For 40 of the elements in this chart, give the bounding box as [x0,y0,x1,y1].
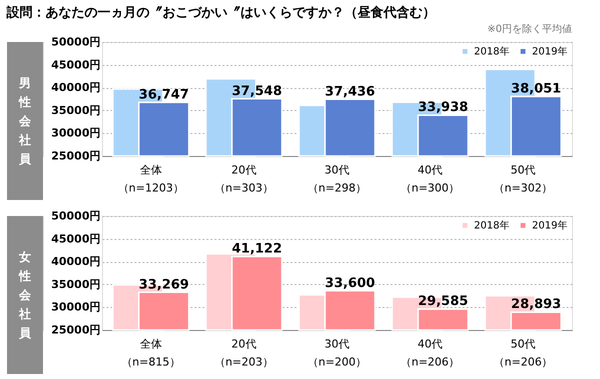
x-tick-label: 40代（n=206） [400,338,460,368]
y-tick-label: 45000円 [51,232,100,246]
data-label: 37,548 [232,84,282,99]
data-label: 33,600 [324,276,376,291]
x-tick-label: 全体（n=815） [121,338,180,368]
y-tick-label: 40000円 [51,255,100,268]
y-axis-title: 男性会社員 [18,76,32,166]
y-tick-label: 30000円 [51,300,100,314]
x-tick-label: 20代（n=303） [214,164,274,194]
legend-label: 2019年 [532,219,568,232]
y-tick-label: 35000円 [51,104,100,117]
data-label: 41,122 [232,241,282,256]
y-tick-label: 25000円 [51,150,100,162]
y-tick-label: 50000円 [51,36,100,48]
legend-label: 2018年 [474,219,510,232]
x-tick-label: 50代（n=302） [494,164,553,194]
x-tick-label: 20代（n=203） [214,338,274,368]
x-tick-label: 30代（n=298） [307,164,367,194]
data-label: 33,269 [138,277,189,292]
data-label: 29,585 [418,294,468,310]
y-tick-label: 50000円 [51,210,100,222]
y-axis-title: 女性会社員 [18,250,32,340]
x-tick-label: 30代（n=200） [307,338,367,368]
legend-label: 2019年 [532,45,568,58]
y-tick-label: 40000円 [51,81,100,94]
y-tick-label: 35000円 [51,278,100,291]
chart-title: 設問：あなたの一ヵ月の〞おこづかい〞はいくらですか？（昼食代含む） [6,4,436,20]
y-tick-label: 45000円 [51,58,100,72]
data-label: 33,938 [418,100,468,116]
text: ※0円を除く平均値 [487,23,572,35]
x-tick-label: 全体（n=1203） [118,164,184,194]
y-tick-label: 30000円 [51,126,100,140]
legend-label: 2018年 [474,45,510,58]
x-tick-label: 50代（n=206） [494,338,553,368]
data-label: 28,893 [511,297,562,312]
x-tick-label: 40代（n=300） [400,164,460,194]
data-label: 37,436 [324,84,376,100]
y-tick-label: 25000円 [51,324,100,336]
data-label: 38,051 [511,81,562,96]
data-label: 36,747 [138,87,189,102]
